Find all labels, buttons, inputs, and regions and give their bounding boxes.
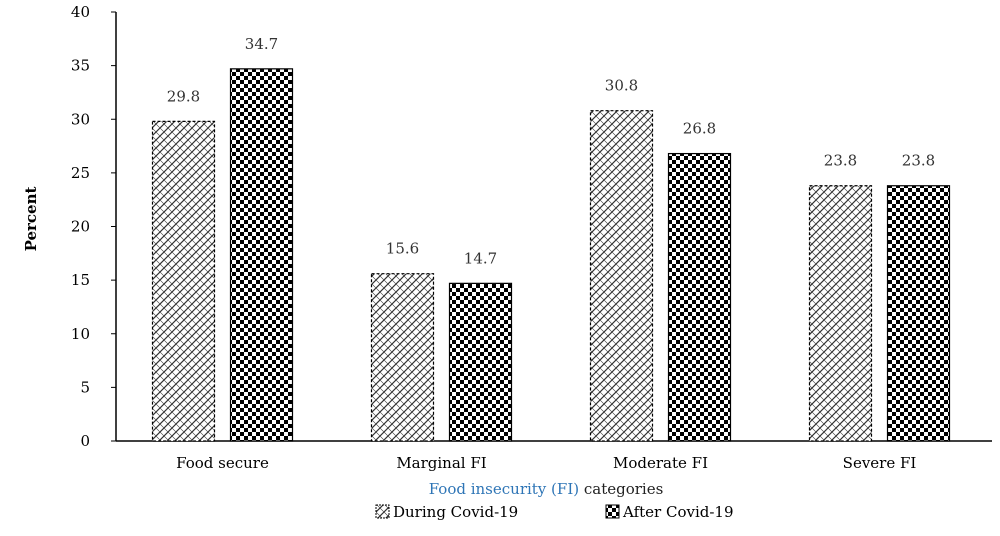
y-tick-label: 0: [80, 432, 90, 450]
y-tick-label: 35: [71, 57, 90, 75]
legend: During Covid-19 After Covid-19: [375, 503, 734, 521]
bar: [229, 68, 294, 442]
bars: [151, 68, 951, 442]
y-axis: 0 5 10 15 20 25 30 35 40: [71, 3, 117, 450]
bar: [151, 120, 216, 442]
x-axis-title-part: categories: [579, 480, 663, 498]
y-tick-label: 40: [71, 3, 90, 21]
bar: [448, 282, 513, 442]
legend-swatch: [375, 504, 390, 519]
y-tick-label: 10: [71, 325, 90, 343]
x-tick-label: Food secure: [176, 454, 269, 472]
y-tick-label: 25: [71, 164, 90, 182]
data-label: 26.8: [683, 120, 716, 138]
data-label: 30.8: [605, 77, 638, 95]
y-tick-label: 30: [71, 110, 90, 128]
data-label: 14.7: [464, 249, 497, 267]
y-tick-label: 20: [71, 218, 90, 236]
x-tick-label: Severe FI: [843, 454, 917, 472]
data-label: 23.8: [902, 152, 935, 170]
x-axis: Food secure Marginal FI Moderate FI Severe …: [116, 440, 992, 472]
bar: [589, 110, 654, 442]
x-tick-label: Moderate FI: [613, 454, 708, 472]
x-axis-title: Food insecurity (FI) categories: [429, 480, 664, 498]
legend-swatch: [605, 504, 620, 519]
data-label: 15.6: [386, 240, 419, 258]
y-tick-label: 15: [71, 271, 90, 289]
y-axis-title: Percent: [22, 187, 40, 252]
data-label: 34.7: [245, 35, 278, 53]
data-label: 29.8: [167, 87, 200, 105]
data-label: 23.8: [824, 152, 857, 170]
bar: [370, 273, 435, 442]
legend-label: During Covid-19: [393, 503, 518, 521]
bar: [667, 152, 732, 442]
legend-label: After Covid-19: [622, 503, 734, 521]
data-labels: 29.8 34.7 15.6 14.7 30.8 26.8 23.8 23.8: [167, 35, 935, 268]
x-tick-label: Marginal FI: [396, 454, 486, 472]
y-tick-label: 5: [80, 378, 90, 396]
bar: [808, 185, 873, 442]
bar: [886, 185, 951, 442]
x-axis-title-part: Food insecurity (FI): [429, 480, 579, 498]
